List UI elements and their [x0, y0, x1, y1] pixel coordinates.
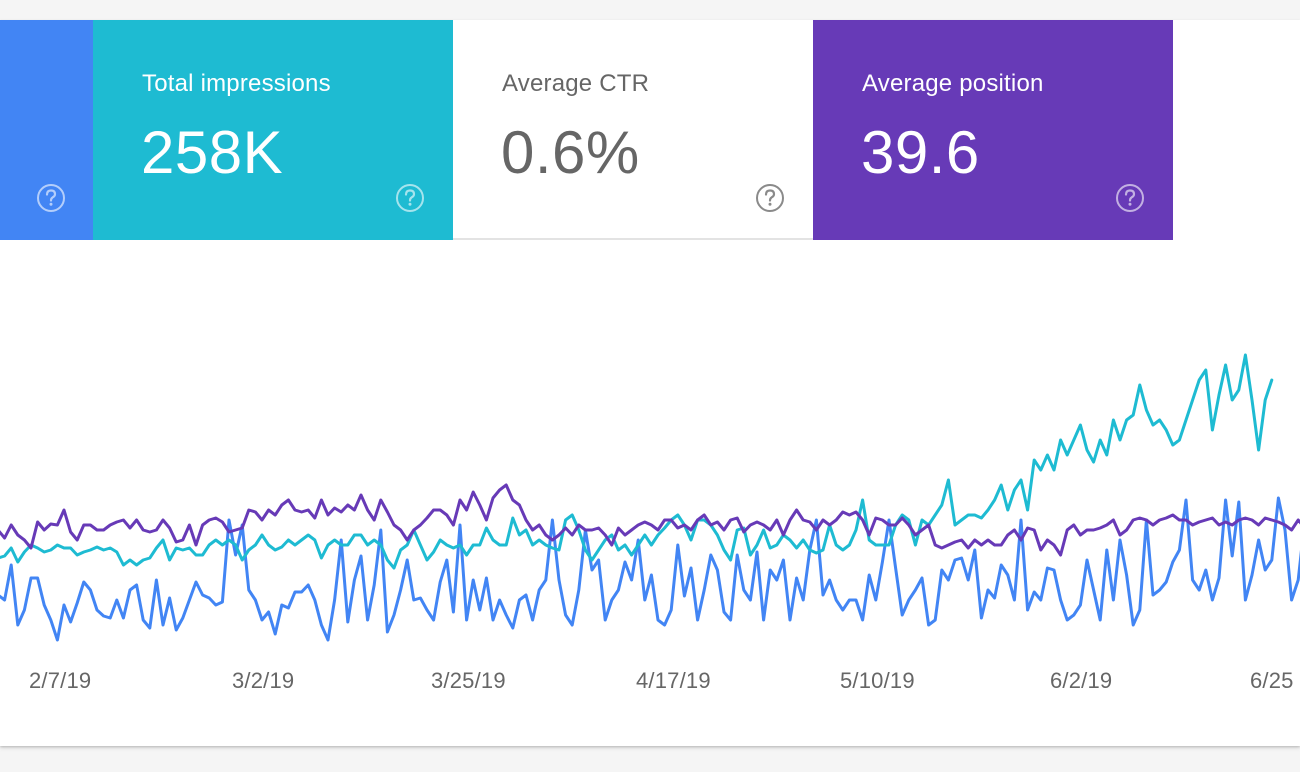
series-line-1: [0, 353, 1274, 570]
card-value: 0.6%: [501, 119, 640, 186]
x-tick-label: 6/25: [1250, 668, 1294, 693]
help-icon[interactable]: [395, 183, 425, 213]
help-icon[interactable]: [1115, 183, 1145, 213]
total-impressions-card[interactable]: Total impressions 258K: [93, 20, 453, 240]
x-tick-label: 3/25/19: [431, 668, 506, 693]
average-ctr-card[interactable]: Average CTR 0.6%: [453, 20, 813, 240]
help-icon[interactable]: [36, 183, 66, 213]
x-tick-label: 2/7/19: [29, 668, 92, 693]
x-tick-label: 4/17/19: [636, 668, 711, 693]
x-tick-label: 3/2/19: [232, 668, 295, 693]
card-label: Total impressions: [142, 70, 331, 97]
x-tick-label: 5/10/19: [840, 668, 915, 693]
help-icon[interactable]: [755, 183, 785, 213]
card-value: 39.6: [861, 119, 980, 186]
series-line-0: [0, 496, 1300, 642]
average-position-card[interactable]: Average position 39.6: [813, 20, 1173, 240]
series-line-2: [0, 483, 1300, 557]
card-label: Average CTR: [502, 70, 650, 97]
card-value: 258K: [141, 119, 284, 186]
total-clicks-card[interactable]: [0, 20, 93, 240]
card-label: Average position: [862, 70, 1044, 97]
x-tick-label: 6/2/19: [1050, 668, 1113, 693]
